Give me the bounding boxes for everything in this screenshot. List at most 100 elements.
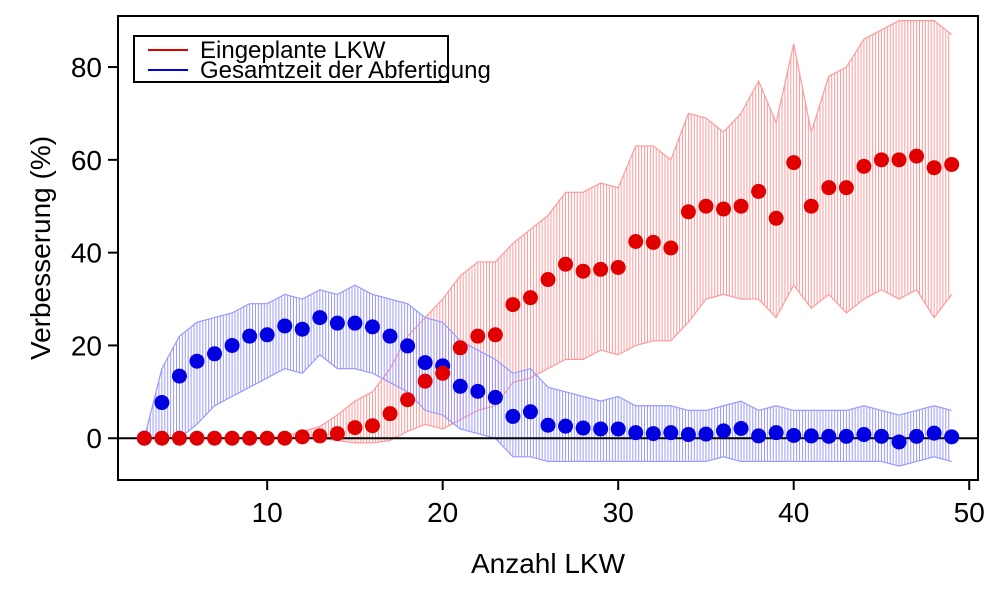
data-point [856,158,872,174]
data-points [136,148,960,450]
data-point [189,353,205,369]
confidence-bands [143,20,953,467]
data-point [540,272,556,288]
x-tick-label: 40 [778,497,809,528]
y-tick-label: 80 [71,52,102,83]
data-point [733,420,749,436]
data-point [329,315,345,331]
data-point [400,338,416,354]
data-point [294,429,310,445]
data-point [663,240,679,256]
y-tick-label: 0 [86,423,102,454]
data-point [558,256,574,272]
data-point [522,404,538,420]
data-point [224,337,240,353]
data-point [873,428,889,444]
plot-frame [117,15,979,481]
data-point [224,430,240,446]
legend: Eingeplante LKW Gesamtzeit der Abfertigu… [133,35,491,84]
data-point [716,423,732,439]
legend-label-gesamtzeit: Gesamtzeit der Abfertigung [200,57,491,84]
data-point [926,160,942,176]
data-point [470,383,486,399]
data-point [259,430,275,446]
data-point [575,263,591,279]
data-point [751,183,767,199]
x-tick-label: 10 [252,497,283,528]
y-tick-label: 60 [71,145,102,176]
data-point [382,328,398,344]
x-tick-label: 20 [427,497,458,528]
data-point [751,428,767,444]
data-point [593,421,609,437]
data-point [873,152,889,168]
data-point [487,389,503,405]
data-point [645,426,661,442]
y-tick-label: 20 [71,330,102,361]
data-point [733,198,749,214]
data-point [680,427,696,443]
data-point [909,148,925,164]
data-point [505,297,521,313]
data-point [435,365,451,381]
data-point [277,318,293,334]
data-point [171,368,187,384]
y-tick-label: 40 [71,238,102,269]
data-point [926,425,942,441]
y-axis-title: Verbesserung (%) [25,136,56,360]
data-point [242,328,258,344]
data-point [803,428,819,444]
data-point [294,321,310,337]
data-point [259,327,275,343]
data-point [628,234,644,250]
data-point [575,420,591,436]
data-point [786,155,802,171]
data-point [207,430,223,446]
data-point [347,420,363,436]
data-point [452,378,468,394]
data-point [400,392,416,408]
data-point [154,395,170,411]
data-point [540,417,556,433]
data-point [189,430,205,446]
data-point [663,425,679,441]
data-point [347,315,363,331]
data-point [593,261,609,277]
data-point [821,180,837,196]
data-point [452,340,468,356]
data-point [838,180,854,196]
series-points-1 [136,310,960,450]
data-point [944,156,960,172]
data-point [329,426,345,442]
data-point [312,428,328,444]
data-point [628,425,644,441]
data-point [821,428,837,444]
data-point [698,198,714,214]
x-axis-title: Anzahl LKW [471,548,626,579]
data-point [558,418,574,434]
data-point [364,319,380,335]
data-point [645,234,661,250]
axes: 10 20 30 40 50 0 20 40 60 80 [71,52,985,528]
data-point [417,373,433,389]
data-point [909,428,925,444]
data-point [487,327,503,343]
data-point [505,408,521,424]
band-upper-edge [143,284,952,439]
data-point [768,425,784,441]
data-point [803,198,819,214]
legend-box [133,35,449,83]
data-point [417,355,433,371]
data-point [136,430,152,446]
x-tick-label: 50 [954,497,985,528]
data-point [382,406,398,422]
data-point [277,430,293,446]
data-point [610,259,626,275]
data-point [610,421,626,437]
data-point [786,427,802,443]
data-point [154,430,170,446]
data-point [207,346,223,362]
x-tick-label: 30 [603,497,634,528]
data-point [716,201,732,217]
